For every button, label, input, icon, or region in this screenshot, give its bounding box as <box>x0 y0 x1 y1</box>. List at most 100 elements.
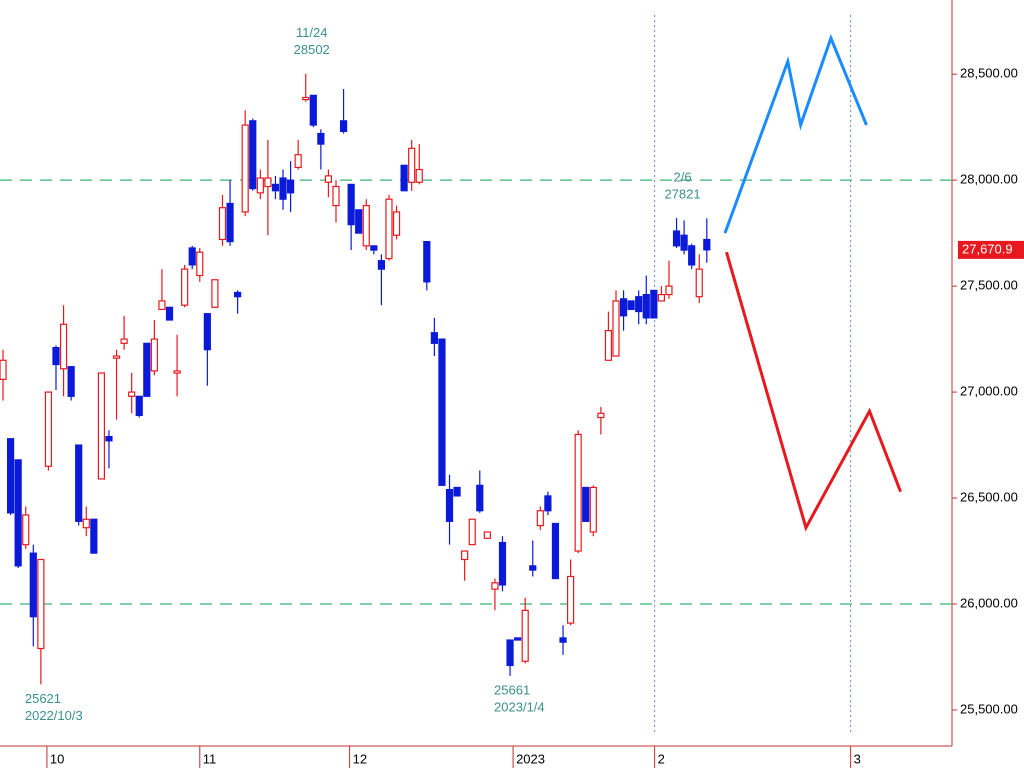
candle-body <box>665 285 673 296</box>
candle-body <box>377 260 386 270</box>
candle-body <box>680 234 688 251</box>
candle-body <box>286 179 295 194</box>
candle-body <box>559 637 567 643</box>
candle-body <box>105 435 113 442</box>
candle-body <box>271 183 280 192</box>
candle-body <box>612 300 620 357</box>
x-tick-label: 12 <box>353 751 367 766</box>
candle-body <box>294 154 302 169</box>
candle-body <box>468 518 476 546</box>
candle-body <box>642 293 650 319</box>
candle-body <box>544 495 552 512</box>
candle-body <box>627 300 635 311</box>
candle-body <box>688 245 696 266</box>
candle-body <box>120 338 128 344</box>
y-tick-label: 26,000.00 <box>960 595 1018 610</box>
candle-body <box>635 296 643 313</box>
candle-body <box>128 391 136 397</box>
y-tick-label: 27,500.00 <box>960 278 1018 293</box>
candle-body <box>604 330 613 361</box>
candle-body <box>400 164 408 192</box>
y-tick-label: 26,500.00 <box>960 489 1018 504</box>
candle-body <box>657 293 666 302</box>
projection-line <box>723 33 868 234</box>
candle-body <box>302 96 310 101</box>
candle-body <box>703 238 711 251</box>
candle-body <box>0 359 7 380</box>
candle-body <box>67 366 75 397</box>
candle-body <box>392 211 401 236</box>
annotation-date: 2022/10/3 <box>25 708 83 723</box>
candle-body <box>355 209 363 234</box>
candle-body <box>279 177 287 200</box>
candle-body <box>476 484 484 512</box>
candle-body <box>59 323 68 370</box>
candle-body <box>324 175 333 183</box>
candle-body <box>415 168 423 183</box>
candle-body <box>249 120 257 190</box>
annotation-value: 25621 <box>25 691 61 706</box>
candle-body <box>483 531 491 539</box>
candle-body <box>309 94 317 126</box>
y-tick-label: 28,000.00 <box>960 172 1018 187</box>
candle-body <box>491 582 499 590</box>
annotation-value: 25661 <box>494 682 530 697</box>
candle-body <box>650 289 658 319</box>
annotation-date: 2023/1/4 <box>494 699 545 714</box>
candle-body <box>218 207 227 241</box>
candle-body <box>203 313 211 351</box>
candle-body <box>234 291 242 298</box>
candle-body <box>29 552 37 618</box>
candle-body <box>536 510 544 527</box>
candle-body <box>211 279 219 308</box>
candle-body <box>566 575 575 624</box>
y-tick-label: 27,000.00 <box>960 384 1018 399</box>
candle-body <box>150 338 158 372</box>
candle-body <box>408 147 416 183</box>
candle-body <box>521 609 529 662</box>
candle-body <box>165 306 174 321</box>
candle-body <box>498 541 507 586</box>
x-tick-label: 3 <box>854 751 861 766</box>
candle-body <box>112 355 121 359</box>
candle-body <box>158 300 166 311</box>
candle-body <box>37 558 45 650</box>
last-price-box <box>958 240 1024 259</box>
candle-body <box>370 245 378 251</box>
candle-body <box>135 395 143 416</box>
candle-body <box>332 185 340 207</box>
candle-body <box>173 370 181 374</box>
candle-body <box>453 486 461 497</box>
candle-body <box>430 332 438 344</box>
candle-body <box>97 372 106 480</box>
x-tick-label: 11 <box>203 751 217 766</box>
candle-body <box>362 204 370 247</box>
candle-body <box>264 177 272 188</box>
candle-body <box>181 268 189 306</box>
candle-body <box>22 514 30 546</box>
candle-body <box>695 268 703 298</box>
candle-body <box>582 486 590 522</box>
candle-body <box>529 565 537 571</box>
candle-body <box>385 198 393 260</box>
candle-body <box>551 522 560 580</box>
candle-body <box>226 202 234 243</box>
annotation-value: 28502 <box>294 42 330 57</box>
annotation-date: 2/6 <box>674 170 692 185</box>
candle-body <box>589 486 597 533</box>
candle-body <box>438 338 446 486</box>
x-tick-label: 2023 <box>516 751 545 766</box>
candle-body <box>90 518 98 554</box>
candle-body <box>52 346 60 366</box>
candle-body <box>188 247 196 266</box>
candle-body <box>6 438 15 514</box>
x-tick-label: 2 <box>658 751 665 766</box>
candle-body <box>14 459 22 567</box>
candle-body <box>597 412 605 419</box>
candle-body <box>241 124 249 213</box>
candle-body <box>506 639 514 667</box>
candle-body <box>619 298 628 317</box>
candle-body <box>317 132 325 145</box>
